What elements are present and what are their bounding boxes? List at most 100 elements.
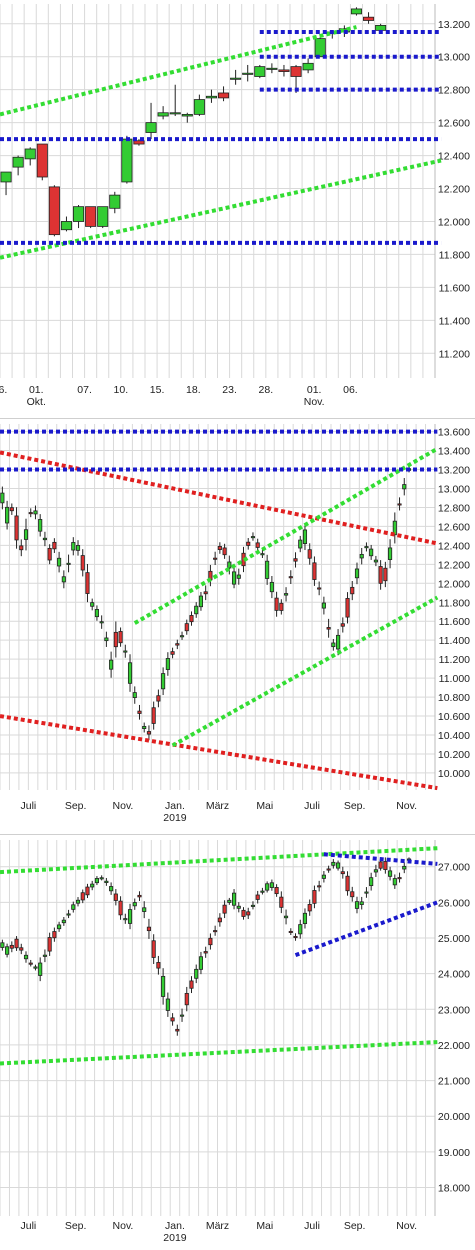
- candle-up: [33, 510, 38, 515]
- y-tick-label: 11.800: [439, 597, 470, 609]
- candle-down: [137, 710, 142, 714]
- candle-up: [161, 673, 166, 690]
- candle-up: [109, 194, 121, 209]
- candle-down: [293, 936, 298, 939]
- y-tick-label: 11.200: [439, 348, 470, 360]
- candle-up: [66, 913, 71, 916]
- candle-up: [369, 548, 374, 557]
- support-resistance-line: [323, 852, 438, 866]
- candle-down: [378, 861, 383, 869]
- y-tick-label: 10.600: [438, 711, 470, 723]
- y-tick-label: 10.400: [438, 730, 470, 742]
- candle-up: [321, 874, 326, 879]
- candle-up: [61, 919, 66, 924]
- trend-channel-green-line: [0, 158, 442, 260]
- trend-channel-red-line: [0, 714, 438, 791]
- candle-up: [165, 998, 170, 1011]
- candle-up: [205, 95, 217, 99]
- candle-down: [326, 627, 331, 630]
- candle-up: [0, 171, 12, 183]
- x-tick-sublabel: 2019: [163, 812, 187, 824]
- candle-up: [373, 559, 378, 563]
- y-tick-label: 26.000: [438, 897, 470, 909]
- y-tick-label: 11.400: [439, 635, 470, 647]
- y-tick-label: 12.600: [438, 118, 470, 130]
- candle-down: [133, 140, 145, 145]
- candle-up: [23, 954, 29, 960]
- candle-up: [194, 605, 199, 615]
- candle-up: [336, 862, 341, 869]
- candle-down: [47, 547, 52, 561]
- x-tick-sublabel: Nov.: [304, 396, 325, 408]
- y-tick-label: 11.000: [439, 673, 470, 685]
- candle-up: [179, 635, 185, 638]
- x-tick-label: 23.: [222, 384, 237, 396]
- candle-down: [363, 16, 375, 21]
- candle-down: [246, 541, 251, 546]
- x-tick-label: 15.: [150, 384, 165, 396]
- candle-up: [60, 221, 72, 231]
- x-tick-sublabel: 2019: [163, 1232, 187, 1244]
- candle-up: [109, 659, 114, 670]
- candle-down: [36, 143, 48, 178]
- candle-up: [231, 571, 237, 585]
- y-tick-label: 12.000: [438, 578, 470, 590]
- x-tick-label: 18.: [186, 384, 201, 396]
- candle-up: [161, 975, 166, 997]
- candle-up: [402, 484, 407, 490]
- candle-up: [181, 113, 193, 117]
- candle-up: [236, 574, 241, 579]
- candle-up: [23, 529, 29, 540]
- candle-up: [75, 899, 81, 904]
- candle-up: [73, 206, 85, 222]
- candle-down: [184, 623, 189, 632]
- candle-up: [298, 539, 303, 549]
- candle-up: [266, 67, 278, 70]
- candle-up: [227, 899, 232, 903]
- candle-down: [317, 587, 322, 590]
- x-tick-label: Jan.: [165, 800, 185, 812]
- candle-up: [104, 880, 109, 883]
- y-tick-label: 13.200: [438, 19, 470, 31]
- y-tick-label: 13.400: [438, 446, 470, 458]
- candle-up: [142, 907, 147, 912]
- candle-up: [364, 546, 369, 549]
- candle-down: [208, 937, 213, 946]
- x-tick-label: Sep.: [344, 800, 366, 812]
- candle-up: [314, 38, 326, 58]
- candle-down: [213, 930, 218, 933]
- candle-down: [189, 615, 194, 623]
- candle-down: [312, 890, 317, 904]
- candle-up: [94, 878, 99, 884]
- candle-up: [75, 545, 81, 551]
- x-tick-label: Mai: [256, 800, 273, 812]
- x-tick-label: Juli: [20, 800, 36, 812]
- candle-down: [80, 892, 85, 901]
- x-tick-label: Sep.: [65, 1220, 87, 1232]
- candlestick-chart-2: 10.000 10.200 10.400 10.600 10.800 11.000 11.2…: [0, 424, 470, 824]
- y-tick-label: 10.800: [438, 692, 470, 704]
- candle-down: [203, 591, 208, 595]
- candle-up: [0, 942, 5, 948]
- candle-up: [364, 891, 369, 894]
- candle-up: [57, 557, 62, 567]
- candle-down: [241, 909, 246, 917]
- y-tick-label: 12.800: [438, 502, 470, 514]
- candle-up: [265, 560, 270, 579]
- candle-down: [9, 507, 14, 512]
- y-tick-label: 22.000: [438, 1040, 470, 1052]
- candle-up: [392, 520, 397, 536]
- y-tick-label: 23.000: [438, 1004, 470, 1016]
- candle-up: [38, 519, 43, 532]
- candle-down: [307, 904, 312, 912]
- candle-up: [99, 877, 104, 880]
- y-tick-label: 12.000: [438, 216, 470, 228]
- candle-down: [113, 631, 118, 648]
- candle-up: [193, 99, 205, 115]
- candle-down: [203, 951, 208, 954]
- candle-down: [156, 962, 161, 969]
- candle-down: [146, 926, 151, 932]
- candle-down: [52, 541, 57, 550]
- candle-down: [80, 555, 85, 571]
- trend-channel-green-line: [171, 595, 439, 748]
